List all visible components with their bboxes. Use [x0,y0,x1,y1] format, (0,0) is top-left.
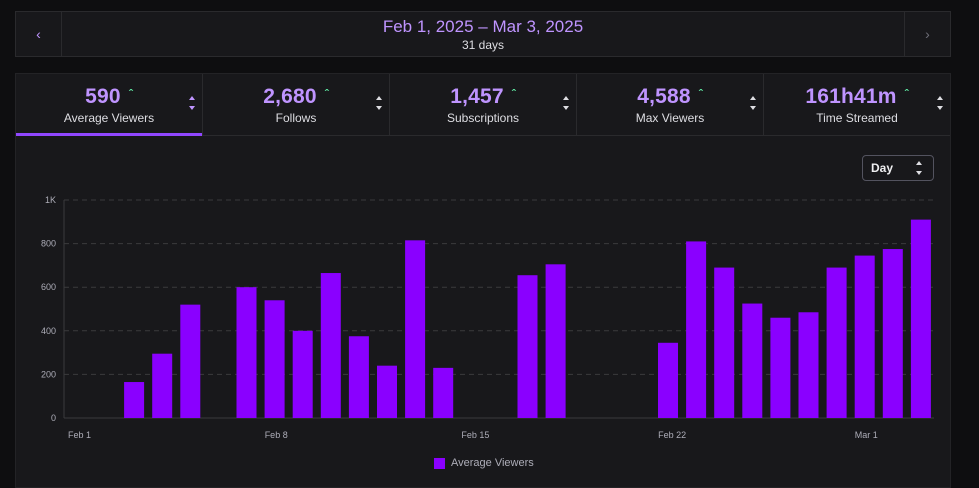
date-range-bar: ‹ Feb 1, 2025 – Mar 3, 2025 31 days › [15,11,951,57]
bar[interactable] [854,255,875,418]
stat-tab-time-streamed[interactable]: 161h41m ˆ Time Streamed [764,74,950,135]
bar[interactable] [124,382,145,418]
next-period-button[interactable]: › [904,12,950,56]
stat-value: 2,680 [263,84,317,108]
stat-tab-average-viewers[interactable]: 590 ˆ Average Viewers [16,74,203,136]
trend-up-icon: ˆ [698,86,703,101]
trend-up-icon: ˆ [511,86,516,101]
x-tick-label: Feb 8 [265,430,288,440]
bar[interactable] [770,317,791,418]
x-tick-label: Feb 22 [658,430,686,440]
granularity-select[interactable]: Day [862,155,934,181]
legend-swatch [434,457,445,469]
stats-panel: 590 ˆ Average Viewers 2,680 ˆ Follows 1,… [15,73,951,488]
stat-label: Follows [275,110,317,125]
sort-icon [188,96,196,110]
trend-up-icon: ˆ [324,86,329,101]
bar[interactable] [910,219,931,418]
bar[interactable] [686,241,707,418]
bar[interactable] [152,353,173,418]
y-tick-label: 400 [41,326,56,336]
stat-label: Max Viewers [635,110,705,125]
stat-label: Time Streamed [816,110,898,125]
x-tick-label: Feb 1 [68,430,91,440]
date-range-text: Feb 1, 2025 – Mar 3, 2025 [382,16,584,36]
stat-tab-max-viewers[interactable]: 4,588 ˆ Max Viewers [577,74,764,135]
bar[interactable] [517,275,538,418]
sort-icon [375,96,383,110]
y-tick-label: 0 [51,413,56,423]
stat-tab-subscriptions[interactable]: 1,457 ˆ Subscriptions [390,74,577,135]
sort-icon [936,96,944,110]
stat-label: Average Viewers [63,110,155,125]
chevron-left-icon: ‹ [36,26,41,42]
previous-period-button[interactable]: ‹ [16,12,62,56]
bar[interactable] [236,287,257,418]
bar[interactable] [264,300,285,418]
bar[interactable] [714,267,735,418]
y-tick-label: 800 [41,239,56,249]
bar[interactable] [433,367,454,418]
y-tick-label: 200 [41,369,56,379]
stat-value: 590 [85,84,121,108]
legend-label: Average Viewers [451,457,534,469]
chart-legend: Average Viewers [434,457,534,469]
stat-label: Subscriptions [446,110,520,125]
bar[interactable] [180,304,201,418]
bar[interactable] [320,273,341,418]
bar[interactable] [292,330,313,418]
select-arrows-icon [915,161,923,175]
bar[interactable] [545,264,566,418]
date-range-display: Feb 1, 2025 – Mar 3, 2025 31 days [62,12,904,56]
trend-up-icon: ˆ [128,86,133,101]
x-tick-label: Feb 15 [461,430,489,440]
date-range-days: 31 days [461,37,505,52]
stat-value: 161h41m [805,84,897,108]
stat-tab-follows[interactable]: 2,680 ˆ Follows [203,74,390,135]
average-viewers-chart: 0 200 400 600 800 1K Feb 1 Feb 8 Feb 15 Feb 22 Mar… [41,195,934,440]
sort-icon [562,96,570,110]
trend-up-icon: ˆ [904,86,909,101]
bar[interactable] [882,249,903,418]
chevron-right-icon: › [925,26,930,42]
stat-tabs: 590 ˆ Average Viewers 2,680 ˆ Follows 1,… [16,74,950,136]
stat-value: 4,588 [637,84,691,108]
granularity-value: Day [871,161,894,175]
y-tick-label: 1K [45,195,56,205]
bar[interactable] [348,336,369,418]
bar[interactable] [826,267,847,418]
bar[interactable] [658,342,678,418]
x-tick-label: Mar 1 [855,430,878,440]
sort-icon [749,96,757,110]
bar[interactable] [405,240,426,418]
y-tick-label: 600 [41,282,56,292]
stat-value: 1,457 [450,84,504,108]
bar[interactable] [377,365,397,418]
bar[interactable] [742,303,763,418]
bar[interactable] [798,312,819,418]
